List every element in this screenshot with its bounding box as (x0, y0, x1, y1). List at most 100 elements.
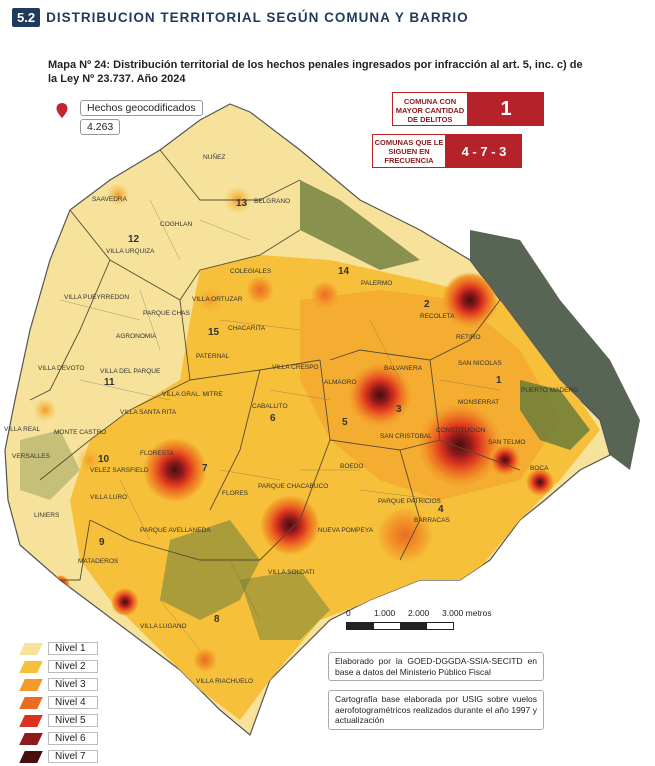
map-title: Mapa Nº 24: Distribución territorial de … (48, 59, 583, 85)
barrio-label: VILLA SOLDATI (268, 569, 315, 576)
comuna-label: 9 (99, 537, 105, 548)
top-comuna-value: 1 (468, 92, 544, 126)
legend-swatch (19, 750, 43, 763)
barrio-label: VILLA ORTUZAR (192, 296, 243, 303)
legend-item: Nivel 4 (18, 694, 98, 711)
barrio-label: VILLA GRAL. MITRE (162, 391, 223, 398)
comuna-label: 15 (208, 327, 220, 338)
barrio-label: FLORES (222, 490, 249, 497)
source-note: Elaborado por la GOED-DGGDA-SSIA-SECITD … (328, 652, 544, 681)
barrio-label: RETIRO (456, 334, 481, 341)
geocoded-value: 4.263 (80, 119, 121, 135)
barrio-label: FLORESTA (140, 450, 174, 457)
barrio-label: ALMAGRO (324, 379, 357, 386)
barrio-label: VILLA REAL (4, 426, 41, 433)
legend-swatch (19, 642, 43, 655)
legend: Nivel 1 Nivel 2 Nivel 3 Nivel 4 Nivel 5 … (18, 640, 98, 766)
legend-swatch (19, 678, 43, 691)
barrio-label: VILLA DEL PARQUE (100, 368, 161, 375)
legend-item: Nivel 2 (18, 658, 98, 675)
barrio-label: PALERMO (361, 280, 392, 287)
barrio-label: MONTE CASTRO (54, 429, 106, 436)
legend-swatch (19, 714, 43, 727)
barrio-label: PUERTO MADERO (521, 387, 578, 394)
barrio-label: SAN TELMO (488, 439, 525, 446)
geocoded-box: Hechos geocodificados 4.263 (52, 100, 203, 135)
barrio-label: VILLA URQUIZA (106, 248, 155, 255)
barrio-label: PATERNAL (196, 353, 230, 360)
comuna-label: 12 (128, 234, 140, 245)
top-comuna-callout: COMUNA CON MAYOR CANTIDAD DE DELITOS 1 (392, 92, 544, 128)
barrio-label: NUEVA POMPEYA (318, 527, 374, 534)
comuna-label: 5 (342, 417, 348, 428)
legend-item: Nivel 3 (18, 676, 98, 693)
barrio-label: VILLA CRESPO (272, 364, 319, 371)
barrio-label: PARQUE CHACABUCO (258, 483, 328, 490)
barrio-label: LINIERS (34, 512, 60, 519)
barrio-label: PARQUE AVELLANEDA (140, 527, 211, 534)
barrio-label: COGHLAN (160, 221, 192, 228)
section-number: 5.2 (12, 8, 41, 27)
comuna-label: 6 (270, 413, 276, 424)
legend-swatch (19, 660, 43, 673)
legend-item: Nivel 5 (18, 712, 98, 729)
following-comunas-label: COMUNAS QUE LE SIGUEN EN FRECUENCIA (372, 134, 446, 168)
legend-item: Nivel 1 (18, 640, 98, 657)
top-comuna-label: COMUNA CON MAYOR CANTIDAD DE DELITOS (392, 92, 468, 126)
barrio-label: NUÑEZ (203, 152, 225, 161)
legend-item: Nivel 6 (18, 730, 98, 747)
barrio-label: AGRONOMIA (116, 333, 157, 340)
comuna-label: 2 (424, 299, 430, 310)
barrio-label: VILLA LUGANO (140, 623, 187, 630)
section-title: DISTRIBUCION TERRITORIAL SEGÚN COMUNA Y … (46, 10, 469, 25)
barrio-label: RECOLETA (420, 313, 455, 320)
scale-tick: 2.000 (408, 608, 430, 618)
city-map: 1 2 3 4 5 6 7 8 9 10 11 12 13 14 15 NUÑE… (4, 103, 640, 737)
location-pin-icon (52, 100, 72, 120)
barrio-label: SAN CRISTOBAL (380, 433, 432, 440)
comuna-label: 7 (202, 463, 208, 474)
legend-swatch (19, 696, 43, 709)
comuna-label: 1 (496, 375, 502, 386)
scale-tick: 1.000 (374, 608, 396, 618)
barrio-label: BELGRANO (254, 198, 290, 205)
barrio-label: BARRACAS (414, 517, 450, 524)
geocoded-label: Hechos geocodificados (80, 100, 203, 116)
following-comunas-value: 4 - 7 - 3 (446, 134, 522, 168)
barrio-label: MATADEROS (78, 558, 119, 565)
legend-item: Nivel 7 (18, 748, 98, 765)
barrio-label: PARQUE PATRICIOS (378, 498, 442, 505)
comuna-label: 11 (104, 377, 115, 388)
barrio-label: VILLA SANTA RITA (120, 409, 177, 416)
legend-swatch (19, 732, 43, 745)
barrio-label: VILLA LURO (90, 494, 127, 501)
barrio-label: CONSTITUCION (436, 427, 486, 434)
barrio-label: CHACARITA (228, 325, 266, 332)
barrio-label: BOCA (530, 465, 549, 472)
barrio-label: COLEGIALES (230, 268, 272, 275)
barrio-label: SAN NICOLAS (458, 360, 502, 367)
barrio-label: VELEZ SARSFIELD (90, 467, 149, 474)
scale-bar: 0 1.000 2.000 3.000 metros (346, 608, 496, 630)
comuna-label: 3 (396, 404, 402, 415)
section-header: 5.2 DISTRIBUCION TERRITORIAL SEGÚN COMUN… (12, 8, 469, 27)
following-comunas-callout: COMUNAS QUE LE SIGUEN EN FRECUENCIA 4 - … (372, 134, 522, 170)
comuna-label: 14 (338, 266, 350, 277)
barrio-label: BALVANERA (384, 365, 423, 372)
barrio-label: CABALLITO (252, 403, 288, 410)
comuna-label: 8 (214, 614, 220, 625)
scale-tick: 3.000 metros (442, 608, 492, 618)
comuna-label: 13 (236, 198, 248, 209)
cartography-note: Cartografía base elaborada por USIG sobr… (328, 690, 544, 730)
comuna-label: 10 (98, 454, 110, 465)
barrio-label: SAAVEDRA (92, 196, 128, 203)
barrio-label: MONSERRAT (458, 399, 499, 406)
scale-tick: 0 (346, 608, 351, 618)
barrio-label: VILLA DEVOTO (38, 365, 84, 372)
comuna-label: 4 (438, 504, 444, 515)
barrio-label: BOEDO (340, 463, 363, 470)
barrio-label: VERSALLES (12, 453, 51, 460)
barrio-label: VILLA PUEYRREDON (64, 294, 129, 301)
barrio-label: PARQUE CHAS (143, 310, 190, 317)
barrio-label: VILLA RIACHUELO (196, 678, 253, 685)
